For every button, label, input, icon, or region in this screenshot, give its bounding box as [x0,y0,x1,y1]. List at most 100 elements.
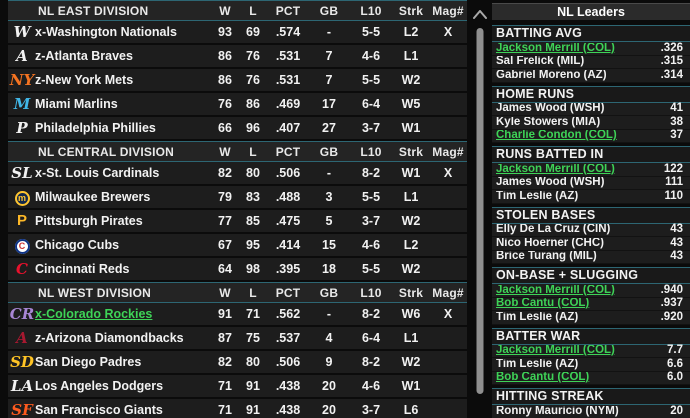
chevron-up-icon[interactable] [472,6,487,24]
team-name[interactable]: Cincinnati Reds [35,262,130,276]
leader-player-name[interactable]: Bob Cantu (COL) [496,372,590,383]
leader-row[interactable]: Brice Turang (MIL) 43 [492,250,690,264]
leaders-section: ON-BASE + SLUGGING Jackson Merrill (COL).… [492,267,690,325]
division-header: NL EAST DIVISION W L PCT GB L10 Strk Mag# [8,0,467,21]
team-row[interactable]: SD San Diego Padres 82 80 .506 9 8-2 W2 [8,351,467,375]
leader-player-name[interactable]: Tim Leslie (AZ) [496,190,579,202]
leader-row[interactable]: Jackson Merrill (COL) 7.7 [492,344,690,358]
leader-row[interactable]: Bob Cantu (COL) .937 [492,297,690,311]
team-name[interactable]: z-Atlanta Braves [35,49,133,63]
team-l: 83 [246,190,260,204]
team-pct: .414 [275,238,301,252]
leader-player-name[interactable]: Gabriel Moreno (AZ) [496,69,607,81]
vertical-scrollbar[interactable] [467,0,492,418]
leader-row[interactable]: Sal Frelick (MIL) .315 [492,55,690,69]
leaders-section-title: RUNS BATTED IN [492,146,690,163]
leader-row[interactable]: Nico Hoerner (CHC) 43 [492,237,690,251]
leader-stat-value: 37 [670,129,683,141]
team-row[interactable]: M Miami Marlins 76 86 .469 17 6-4 W5 [8,93,467,117]
leader-player-name[interactable]: Kyle Stowers (MIA) [496,116,601,128]
team-logo-icon: W [13,23,31,41]
team-w: 79 [218,190,232,204]
team-l: 85 [246,214,260,228]
team-row[interactable]: C Chicago Cubs 67 95 .414 15 4-6 L2 [8,234,467,258]
leader-row[interactable]: Tim Leslie (AZ) 110 [492,190,690,204]
team-row[interactable]: NY z-New York Mets 86 76 .531 7 5-5 W2 [8,69,467,93]
team-name[interactable]: x-Washington Nationals [35,25,177,39]
team-name[interactable]: San Francisco Giants [35,403,163,417]
leader-row[interactable]: Tim Leslie (AZ) 6.6 [492,358,690,372]
leader-row[interactable]: Bob Cantu (COL) 6.0 [492,371,690,385]
team-logo-icon: A [16,329,28,347]
leader-player-name[interactable]: Elly De La Cruz (CIN) [496,224,611,235]
column-header-strk: Strk [398,285,424,300]
leader-player-name[interactable]: Brice Turang (MIL) [496,251,597,262]
team-name[interactable]: Philadelphia Phillies [35,121,156,135]
team-pct: .438 [275,403,301,417]
team-name[interactable]: San Diego Padres [35,355,142,369]
team-gb: 20 [322,403,336,417]
team-row[interactable]: m Milwaukee Brewers 79 83 .488 3 5-5 L1 [8,186,467,210]
team-pct: .537 [275,331,301,345]
leader-row[interactable]: James Wood (WSH) 111 [492,176,690,190]
leader-row[interactable]: Jackson Merrill (COL) .326 [492,42,690,56]
leader-row[interactable]: Gabriel Moreno (AZ) .314 [492,69,690,83]
leader-player-name[interactable]: Tim Leslie (AZ) [496,311,579,323]
team-w: 86 [218,49,232,63]
team-row[interactable]: CR x-Colorado Rockies 91 71 .562 - 8-2 W6 X [8,303,467,327]
leader-row[interactable]: Kyle Stowers (MIA) 38 [492,116,690,130]
leader-stat-value: 6.0 [667,371,683,383]
leader-player-name[interactable]: Sal Frelick (MIL) [496,56,585,67]
team-l10: 5-5 [361,25,381,39]
team-name[interactable]: x-Colorado Rockies [35,307,153,321]
leader-row[interactable]: Elly De La Cruz (CIN) 43 [492,223,690,237]
leader-row[interactable]: James Wood (WSH) 41 [492,102,690,116]
leader-player-name[interactable]: James Wood (WSH) [496,103,605,114]
team-name[interactable]: Pittsburgh Pirates [35,214,143,228]
team-row[interactable]: SL x-St. Louis Cardinals 82 80 .506 - 8-2 W1 X [8,162,467,186]
leaders-section: STOLEN BASES Elly De La Cruz (CIN) 43 Nico … [492,206,690,264]
leader-player-name[interactable]: Charlie Condon (COL) [496,130,617,141]
team-pct: .475 [275,214,301,228]
team-row[interactable]: C Cincinnati Reds 64 98 .395 18 5-5 W2 [8,258,467,282]
team-name[interactable]: z-New York Mets [35,73,134,87]
team-l: 91 [246,379,260,393]
column-header-magnum: Mag# [432,144,464,159]
team-row[interactable]: P Pittsburgh Pirates 77 85 .475 5 3-7 W2 [8,210,467,234]
leader-player-name[interactable]: Jackson Merrill (COL) [496,163,615,175]
team-name[interactable]: Los Angeles Dodgers [35,379,164,393]
leader-row[interactable]: Ronny Mauricio (NYM) 20 [492,405,690,418]
team-row[interactable]: SF San Francisco Giants 71 91 .438 20 3-7 L6 [8,399,467,418]
leader-row[interactable]: Jackson Merrill (COL) .940 [492,284,690,298]
team-name[interactable]: z-Arizona Diamondbacks [35,331,184,345]
team-strk: W2 [401,73,421,87]
leader-player-name[interactable]: Bob Cantu (COL) [496,298,590,309]
team-row[interactable]: P Philadelphia Phillies 66 96 .407 27 3-7 W1 [8,117,467,141]
leader-row[interactable]: Charlie Condon (COL) 37 [492,129,690,143]
leader-player-name[interactable]: Ronny Mauricio (NYM) [496,405,619,417]
team-l10: 4-6 [361,238,381,252]
team-gb: 20 [322,379,336,393]
team-name[interactable]: Chicago Cubs [35,238,120,252]
team-name[interactable]: Milwaukee Brewers [35,190,151,204]
leader-player-name[interactable]: James Wood (WSH) [496,177,605,188]
leader-player-name[interactable]: Tim Leslie (AZ) [496,358,579,370]
leader-row[interactable]: Tim Leslie (AZ) .920 [492,311,690,325]
scrollbar-thumb[interactable] [476,28,483,394]
team-w: 86 [218,73,232,87]
leaders-panel-title: NL Leaders [492,3,690,20]
leader-row[interactable]: Jackson Merrill (COL) 122 [492,163,690,177]
team-mag: X [443,25,453,39]
team-row[interactable]: LA Los Angeles Dodgers 71 91 .438 20 4-6 W1 [8,375,467,399]
team-strk: W6 [401,307,421,321]
leader-player-name[interactable]: Jackson Merrill (COL) [496,284,615,296]
column-header-magnum: Mag# [432,285,464,300]
team-name[interactable]: Miami Marlins [35,97,118,111]
leader-player-name[interactable]: Jackson Merrill (COL) [496,42,615,54]
leader-player-name[interactable]: Nico Hoerner (CHC) [496,237,604,249]
leader-player-name[interactable]: Jackson Merrill (COL) [496,345,615,356]
team-name[interactable]: x-St. Louis Cardinals [35,166,160,180]
